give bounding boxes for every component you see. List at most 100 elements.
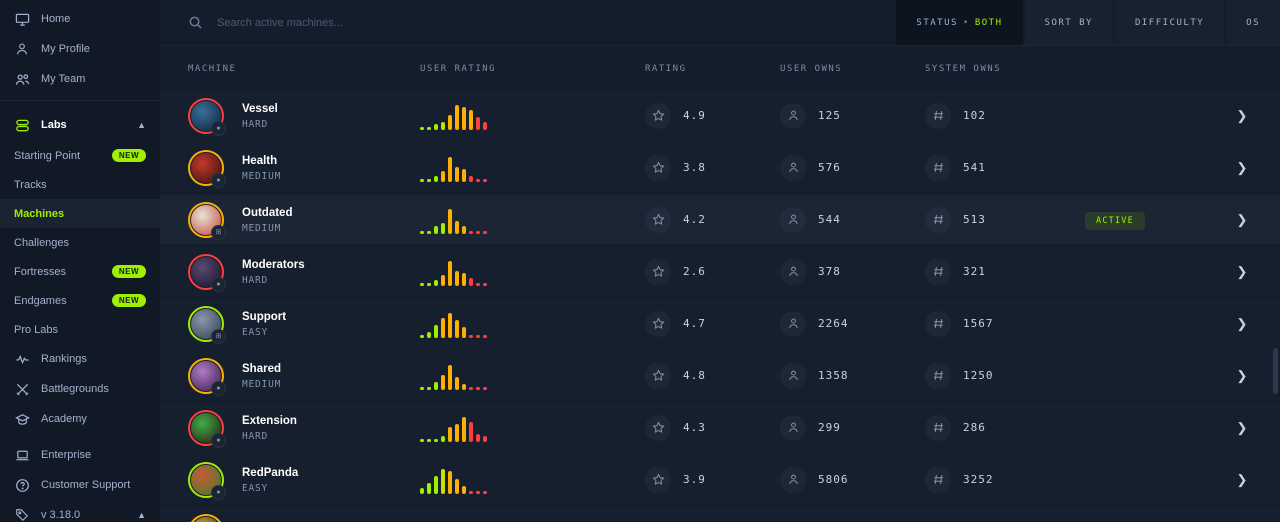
machine-row-partial[interactable] <box>160 507 1280 522</box>
search-input[interactable] <box>217 16 517 29</box>
machine-cell: ● Shared MEDIUM <box>188 357 420 396</box>
machine-cell: ⊞ Support EASY <box>188 305 420 344</box>
machine-difficulty: MEDIUM <box>242 170 282 182</box>
sidebar-item-fortresses[interactable]: Fortresses NEW <box>0 257 160 286</box>
sidebar-item-challenges[interactable]: Challenges <box>0 228 160 257</box>
sidebar-item-enterprise[interactable]: Enterprise <box>0 440 160 470</box>
user-rating-cell <box>420 310 645 338</box>
machine-row[interactable]: ● Extension HARD 4.3 299 286 ❯ <box>160 403 1280 452</box>
chevron-right-icon[interactable]: ❯ <box>1236 107 1248 123</box>
histogram-bar <box>476 178 480 182</box>
histogram-bar <box>427 438 431 442</box>
machine-row[interactable]: ● Shared MEDIUM 4.8 1358 1250 ❯ <box>160 351 1280 400</box>
histogram-bar <box>469 421 473 442</box>
sidebar-item-academy[interactable]: Academy <box>0 404 160 434</box>
sidebar-item-labs[interactable]: Labs ▲ <box>0 109 160 141</box>
system-owns-value: 513 <box>963 213 986 226</box>
star-icon <box>645 206 671 233</box>
histogram-bar <box>434 280 438 286</box>
sidebar-item-home[interactable]: Home <box>0 4 160 34</box>
histogram-bar <box>441 468 445 494</box>
sidebar-item-pro-labs[interactable]: Pro Labs <box>0 315 160 344</box>
sidebar-item-battlegrounds[interactable]: Battlegrounds <box>0 374 160 404</box>
histogram-bar <box>427 332 431 338</box>
sidebar-item-my-team[interactable]: My Team <box>0 64 160 94</box>
sidebar-item-label: Labs <box>41 119 67 131</box>
search-bar[interactable] <box>160 0 894 45</box>
rating-value: 3.8 <box>683 161 706 174</box>
machine-row[interactable]: ● Moderators HARD 2.6 378 321 ❯ <box>160 247 1280 296</box>
sidebar-item-tracks[interactable]: Tracks <box>0 170 160 199</box>
machine-name: Support <box>242 311 287 324</box>
user-owns-value: 378 <box>818 265 841 278</box>
machine-row[interactable]: ⊞ Support EASY 4.7 2264 1567 ❯ <box>160 299 1280 348</box>
scrollbar-thumb[interactable] <box>1273 348 1278 394</box>
sidebar-version[interactable]: v 3.18.0 ▲ <box>0 500 160 522</box>
filter-button-status[interactable]: STATUS • BOTH <box>896 0 1023 45</box>
team-icon <box>14 71 30 87</box>
chevron-right-icon[interactable]: ❯ <box>1236 315 1248 331</box>
user-owns-icon <box>780 102 806 129</box>
filter-button-sort-by[interactable]: SORT BY <box>1024 0 1113 45</box>
system-owns-value: 3252 <box>963 473 994 486</box>
chevron-right-icon[interactable]: ❯ <box>1236 159 1248 175</box>
star-icon <box>645 362 671 389</box>
chevron-right-icon[interactable]: ❯ <box>1236 367 1248 383</box>
chevron-right-icon[interactable]: ❯ <box>1236 263 1248 279</box>
machine-name: Extension <box>242 415 297 428</box>
sidebar-item-my-profile[interactable]: My Profile <box>0 34 160 64</box>
machine-name-block: Extension HARD <box>242 413 297 441</box>
machine-avatar: ⊞ <box>188 201 226 240</box>
user-owns-icon <box>780 414 806 441</box>
machine-cell: ● Moderators HARD <box>188 253 420 292</box>
histogram-bar <box>448 208 452 234</box>
histogram-bar <box>455 320 459 338</box>
filter-button-os[interactable]: OS <box>1226 0 1280 45</box>
filter-label: SORT BY <box>1044 17 1093 28</box>
filter-button-difficulty[interactable]: DIFFICULTY <box>1114 0 1225 45</box>
user-rating-cell <box>420 154 645 182</box>
histogram-bar <box>448 114 452 130</box>
machine-row[interactable]: ● Health MEDIUM 3.8 576 541 ❯ <box>160 143 1280 192</box>
chevron-right-icon[interactable]: ❯ <box>1236 419 1248 435</box>
machine-difficulty: HARD <box>242 118 269 130</box>
sidebar-item-machines[interactable]: Machines <box>0 199 160 228</box>
histogram-bar <box>469 176 473 182</box>
histogram-bar <box>427 230 431 234</box>
rating-cell: 4.3 <box>645 414 780 441</box>
machine-row[interactable]: ● Vessel HARD 4.9 125 102 ❯ <box>160 91 1280 140</box>
chevron-right-icon[interactable]: ❯ <box>1236 211 1248 227</box>
histogram-bar <box>476 334 480 338</box>
os-badge-icon: ● <box>211 432 226 448</box>
system-owns-cell: 286 <box>925 414 1075 441</box>
histogram-bar <box>427 178 431 182</box>
histogram-bar <box>462 485 466 494</box>
machine-name: Outdated <box>242 207 293 220</box>
machine-row[interactable]: ⊞ Outdated MEDIUM 4.2 544 513 ACTIVE ❯ <box>160 195 1280 244</box>
sidebar-subitem-label: Pro Labs <box>14 323 59 336</box>
chevron-right-icon[interactable]: ❯ <box>1236 471 1248 487</box>
filter-label: DIFFICULTY <box>1134 17 1205 28</box>
system-owns-cell: 321 <box>925 258 1075 285</box>
machine-avatar-image <box>191 516 221 522</box>
rating-value: 4.3 <box>683 421 706 434</box>
histogram-bar <box>420 386 424 390</box>
sidebar-item-label: Academy <box>41 413 87 425</box>
user-rating-histogram <box>420 310 645 338</box>
histogram-bar <box>434 381 438 390</box>
system-owns-value: 1567 <box>963 317 994 330</box>
sidebar-item-rankings[interactable]: Rankings <box>0 344 160 374</box>
column-header-user-rating: USER RATING <box>420 63 497 74</box>
sidebar-item-starting-point[interactable]: Starting Point NEW <box>0 141 160 170</box>
user-owns-value: 1358 <box>818 369 849 382</box>
machine-row[interactable]: ● RedPanda EASY 3.9 5806 3252 ❯ <box>160 455 1280 504</box>
histogram-bar <box>455 478 459 494</box>
sidebar-item-customer-support[interactable]: Customer Support <box>0 470 160 500</box>
os-badge-icon: ⊞ <box>211 224 226 240</box>
sidebar-item-endgames[interactable]: Endgames NEW <box>0 286 160 315</box>
sidebar-subitem-label: Starting Point <box>14 149 81 162</box>
filter-buttons: STATUS • BOTH SORT BY DIFFICULTY OS <box>894 0 1280 45</box>
machine-name: Health <box>242 155 278 168</box>
histogram-bar <box>434 476 438 494</box>
user-rating-cell <box>420 362 645 390</box>
